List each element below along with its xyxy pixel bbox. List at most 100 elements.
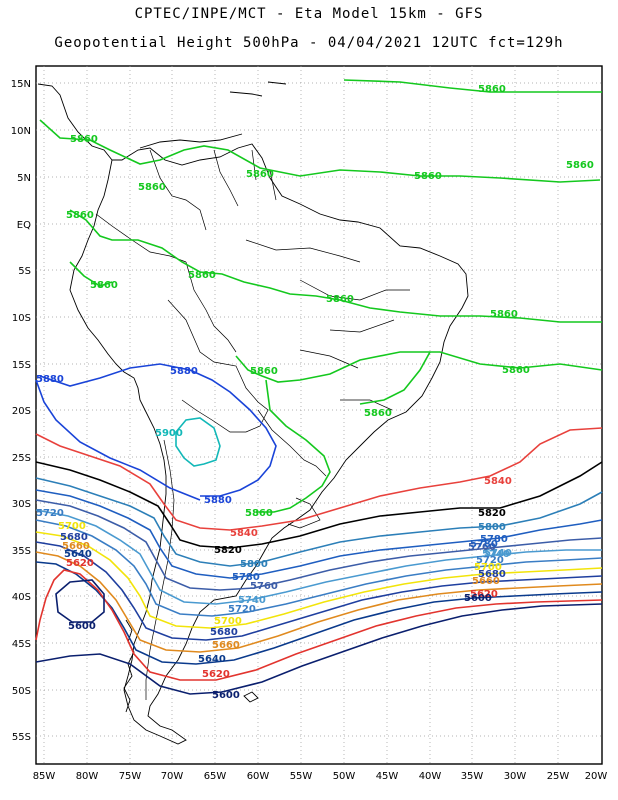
contour-label: 5720 (476, 555, 504, 566)
contour-label: 5820 (478, 508, 506, 519)
lat-label: 50S (12, 686, 31, 697)
lat-label: 15N (11, 79, 31, 90)
contour-label: 5740 (484, 548, 512, 559)
lat-label: 10S (12, 313, 31, 324)
lat-label: 10N (11, 126, 31, 137)
contour-label: 5860 (70, 134, 98, 145)
lat-label: 5N (17, 173, 31, 184)
contour-label: 5800 (240, 559, 268, 570)
title-model: CPTEC/INPE/MCT - Eta Model 15km - GFS (134, 6, 484, 22)
contour-5660 (35, 551, 603, 653)
lat-label: 20S (12, 406, 31, 417)
contour-5860 (39, 119, 601, 183)
contour-label: 5640 (198, 654, 226, 665)
contour-label: 5700 (58, 521, 86, 532)
contour-5600 (35, 603, 603, 695)
contour-label: 5820 (214, 545, 242, 556)
contour-5640 (35, 561, 603, 665)
contour-label: 5860 (245, 508, 273, 519)
latitude-labels: 15N 10N 5N EQ 5S 10S 15S 20S 25S 30S 35S… (11, 79, 31, 743)
contour-label: 5860 (566, 160, 594, 171)
contour-5680 (35, 541, 603, 641)
contour-label: 5800 (478, 522, 506, 533)
contour-5700 (35, 531, 603, 629)
lon-label: 75W (119, 771, 142, 782)
contour-5600 (55, 579, 105, 623)
contour-label: 5660 (212, 640, 240, 651)
border-venezuela-guyana (213, 149, 239, 207)
contour-5720 (35, 519, 603, 617)
border-paraguay-argentina (257, 409, 327, 477)
contour-label: 5600 (68, 621, 96, 632)
contour-5860 (69, 261, 113, 287)
title-field: Geopotential Height 500hPa - 04/04/2021 … (54, 35, 564, 51)
lat-label: 35S (12, 546, 31, 557)
contour-5860 (235, 351, 603, 383)
contour-label: 5860 (188, 270, 216, 281)
contour-5860 (256, 379, 331, 513)
contour-label: 5840 (484, 476, 512, 487)
contour-label: 5660 (62, 541, 90, 552)
contour-label: 5880 (170, 366, 198, 377)
lon-label: 25W (547, 771, 570, 782)
contour-label: 5840 (230, 528, 258, 539)
border-uruguay (287, 497, 321, 529)
border-colombia-venezuela (149, 149, 207, 231)
contour-5800 (35, 477, 603, 567)
lon-label: 70W (161, 771, 184, 782)
lon-label: 30W (504, 771, 527, 782)
lon-label: 35W (461, 771, 484, 782)
contour-label: 5620 (66, 558, 94, 569)
contour-5880 (39, 363, 277, 497)
contour-5780 (35, 489, 603, 579)
lat-label: 15S (12, 360, 31, 371)
country-borders (95, 149, 410, 700)
border-brazil-states (245, 239, 410, 411)
lat-label: 25S (12, 453, 31, 464)
lon-label: 55W (290, 771, 313, 782)
lon-label: 60W (247, 771, 270, 782)
border-colombia-peru (95, 213, 187, 263)
contour-label: 5860 (490, 309, 518, 320)
contour-label: 5720 (228, 604, 256, 615)
contour-label: 5620 (470, 589, 498, 600)
contour-label: 5740 (482, 549, 510, 560)
contour-label: 5880 (204, 495, 232, 506)
contour-label: 5860 (326, 294, 354, 305)
lon-label: 45W (376, 771, 399, 782)
contour-label: 5780 (480, 534, 508, 545)
contour-5860 (69, 209, 602, 323)
contour-label: 5860 (138, 182, 166, 193)
lon-label: 85W (33, 771, 56, 782)
graticule (36, 66, 602, 764)
contour-label: 5680 (210, 627, 238, 638)
contour-label: 5700 (474, 562, 502, 573)
contour-5740 (35, 509, 602, 605)
contour-labels: 5860 5860 5860 5860 5860 5860 5860 5860 … (36, 84, 594, 701)
lat-label: 30S (12, 499, 31, 510)
contour-5860 (359, 351, 431, 405)
lat-label: 40S (12, 592, 31, 603)
contour-label: 5700 (214, 616, 242, 627)
contour-5760 (35, 499, 603, 591)
lat-label: 55S (12, 732, 31, 743)
lon-label: 65W (204, 771, 227, 782)
contour-label: 5640 (64, 549, 92, 560)
contour-label: 5680 (60, 532, 88, 543)
border-bolivia (167, 299, 269, 433)
lon-label: 40W (419, 771, 442, 782)
lon-label: 20W (585, 771, 608, 782)
contour-label: 5860 (90, 280, 118, 291)
contour-label: 5860 (414, 171, 442, 182)
lon-label: 80W (76, 771, 99, 782)
contour-5900 (175, 417, 221, 467)
contour-label: 5860 (364, 408, 392, 419)
contour-5880 (35, 379, 201, 501)
island-caribbean (229, 81, 287, 97)
contour-label: 5760 (250, 581, 278, 592)
contour-label: 5860 (246, 169, 274, 180)
contour-5840 (35, 427, 603, 531)
contour-label: 5860 (250, 366, 278, 377)
contour-label: 5900 (155, 428, 183, 439)
